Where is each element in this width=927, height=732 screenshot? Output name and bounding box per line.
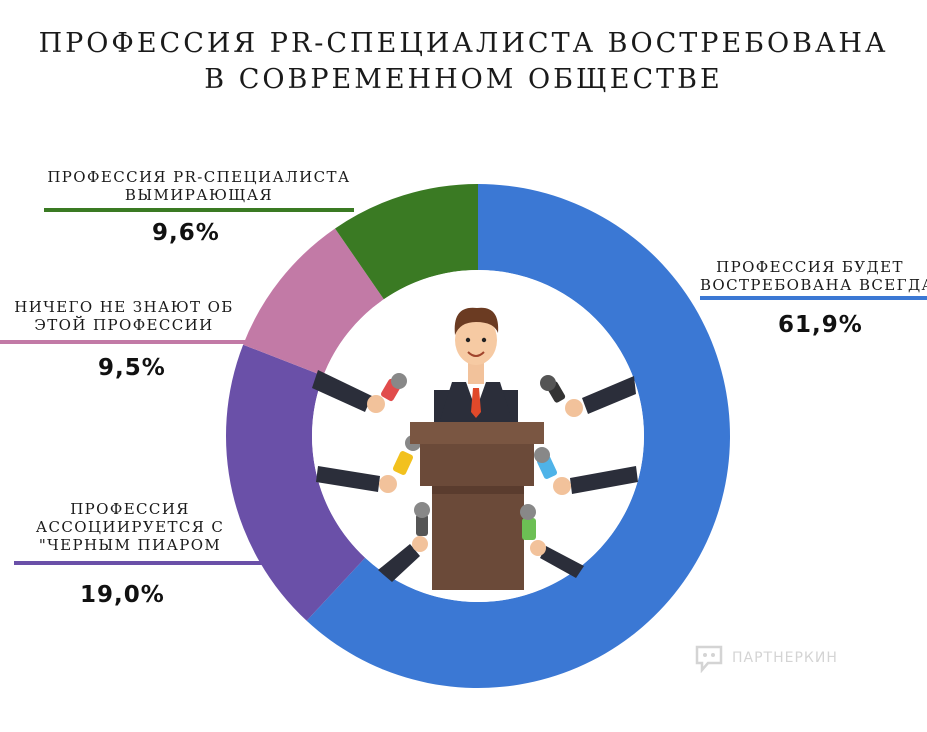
speaker-illustration <box>312 307 638 590</box>
label-black-pr-line-1: ПРОФЕССИЯ <box>70 500 190 518</box>
watermark-text: ПАРТНЕРКИН <box>732 650 838 666</box>
slice-black-pr <box>226 344 366 621</box>
label-unknown-line-2: ЭТОЙ ПРОФЕССИИ <box>34 316 214 334</box>
reporter-arms-left <box>312 370 430 582</box>
slice-unknown <box>243 228 384 376</box>
leader-line-always <box>700 296 927 300</box>
leader-line-unknown <box>0 340 248 344</box>
label-black-pr-line-2: АССОЦИИРУЕТСЯ С <box>35 518 225 536</box>
value-black-pr: 19,0% <box>80 582 165 608</box>
title-line-2: В СОВРЕМЕННОМ ОБЩЕСТВЕ <box>204 64 723 95</box>
leader-line-black-pr <box>14 561 264 565</box>
speaker <box>440 307 512 420</box>
chat-bubble-icon <box>695 645 723 673</box>
label-extinct: ПРОФЕССИЯ PR-СПЕЦИАЛИСТА ВЫМИРАЮЩАЯ <box>44 168 354 204</box>
label-black-pr-line-3: "ЧЕРНЫМ ПИАРОМ <box>38 536 222 554</box>
label-black-pr: ПРОФЕССИЯ АССОЦИИРУЕТСЯ С "ЧЕРНЫМ ПИАРОМ <box>20 500 240 554</box>
slice-always <box>306 184 730 688</box>
label-always: ПРОФЕССИЯ БУДЕТ ВОСТРЕБОВАНА ВСЕГДА <box>700 258 927 294</box>
leader-line-extinct <box>44 208 354 212</box>
title-line-1: ПРОФЕССИЯ PR-СПЕЦИАЛИСТА ВОСТРЕБОВАНА <box>38 28 889 59</box>
slice-extinct <box>335 184 478 300</box>
label-always-line-1: ПРОФЕССИЯ БУДЕТ <box>716 258 904 276</box>
label-extinct-line-2: ВЫМИРАЮЩАЯ <box>124 186 274 204</box>
value-unknown: 9,5% <box>98 355 166 381</box>
reporter-arms-right <box>520 375 638 578</box>
label-unknown-line-1: НИЧЕГО НЕ ЗНАЮТ ОБ <box>14 298 234 316</box>
label-always-line-2: ВОСТРЕБОВАНА ВСЕГДА <box>700 276 927 294</box>
value-extinct: 9,6% <box>152 220 220 246</box>
label-unknown: НИЧЕГО НЕ ЗНАЮТ ОБ ЭТОЙ ПРОФЕССИИ <box>14 298 234 334</box>
value-always: 61,9% <box>778 312 863 338</box>
watermark: ПАРТНЕРКИН <box>694 643 838 673</box>
label-extinct-line-1: ПРОФЕССИЯ PR-СПЕЦИАЛИСТА <box>47 168 351 186</box>
chart-title: ПРОФЕССИЯ PR-СПЕЦИАЛИСТА ВОСТРЕБОВАНА В … <box>0 26 927 98</box>
